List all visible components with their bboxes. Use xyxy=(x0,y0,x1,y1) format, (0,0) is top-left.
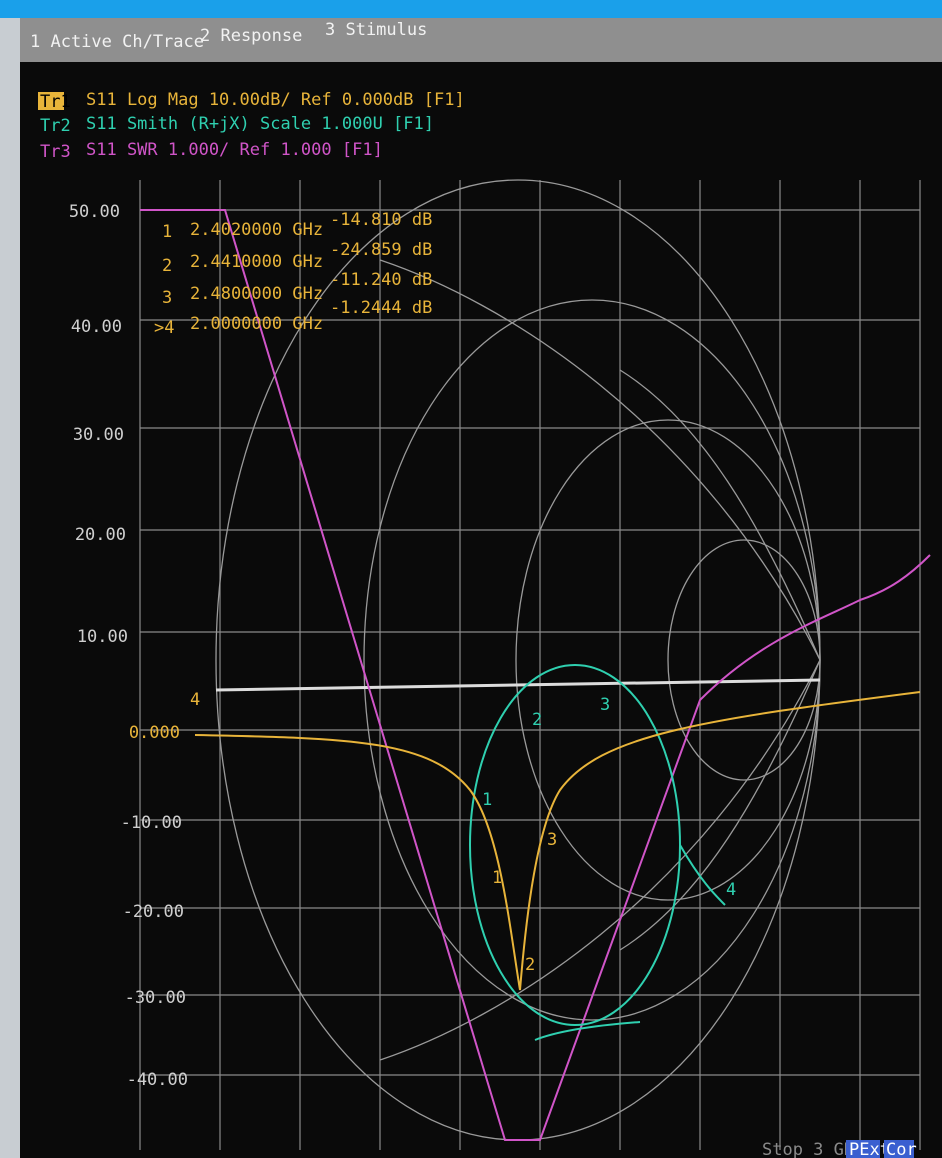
trace-header: S11 Smith (R+jX) Scale 1.000U [F1] xyxy=(86,114,434,134)
y-tick-label: 30.00 xyxy=(73,425,124,445)
menu-item[interactable]: 3 Stimulus xyxy=(325,20,427,40)
trace-marker-label: 3 xyxy=(600,695,610,715)
marker-frequency: 2.4410000 GHz xyxy=(190,252,323,272)
y-tick-label: 50.00 xyxy=(69,202,120,222)
trace-marker-label: 2 xyxy=(532,710,542,730)
screen-photo: 1 Active Ch/Trace 2 Response 3 Stimulus … xyxy=(0,0,942,1158)
bezel-left xyxy=(0,0,20,1158)
marker-value: -24.859 dB xyxy=(330,240,432,260)
trace-marker-label: 2 xyxy=(525,955,535,975)
marker-frequency: 2.0000000 GHz xyxy=(190,314,323,334)
trace-marker-label: 4 xyxy=(190,690,200,710)
marker-number: >4 xyxy=(154,318,174,338)
y-tick-label: -20.00 xyxy=(123,902,184,922)
trace-marker-label: 3 xyxy=(547,830,557,850)
marker-value: -11.240 dB xyxy=(330,270,432,290)
marker-number: 3 xyxy=(162,288,172,308)
trace-marker-label: 1 xyxy=(482,790,492,810)
trace-header: S11 Log Mag 10.00dB/ Ref 0.000dB [F1] xyxy=(86,90,465,110)
trace-id[interactable]: Tr2 xyxy=(40,116,71,136)
menu-item[interactable]: 2 Response xyxy=(200,26,302,46)
marker-frequency: 2.4020000 GHz xyxy=(190,220,323,240)
trace-header: S11 SWR 1.000/ Ref 1.000 [F1] xyxy=(86,140,383,160)
top-bar xyxy=(0,0,942,18)
y-tick-label: -10.00 xyxy=(121,813,182,833)
y-tick-label: -40.00 xyxy=(127,1070,188,1090)
marker-number: 1 xyxy=(162,222,172,242)
trace-marker-label: 1 xyxy=(492,868,502,888)
page: 1 Active Ch/Trace 2 Response 3 Stimulus … xyxy=(0,0,942,1158)
y-tick-label: 20.00 xyxy=(75,525,126,545)
status-pext[interactable]: PExt xyxy=(849,1140,890,1158)
y-tick-label: 10.00 xyxy=(77,627,128,647)
y-tick-label: 40.00 xyxy=(71,317,122,337)
marker-value: -1.2444 dB xyxy=(330,298,432,318)
menu-item[interactable]: 1 Active Ch/Trace xyxy=(30,32,204,52)
trace-id[interactable]: Tr3 xyxy=(40,142,71,162)
y-tick-label: -30.00 xyxy=(125,988,186,1008)
trace-id[interactable]: Tr1 xyxy=(40,92,71,112)
marker-value: -14.810 dB xyxy=(330,210,432,230)
status-cor[interactable]: Cor xyxy=(886,1140,917,1158)
marker-frequency: 2.4800000 GHz xyxy=(190,284,323,304)
marker-number: 2 xyxy=(162,256,172,276)
trace-marker-label: 4 xyxy=(726,880,736,900)
y-tick-label: 0.000 xyxy=(129,723,180,743)
